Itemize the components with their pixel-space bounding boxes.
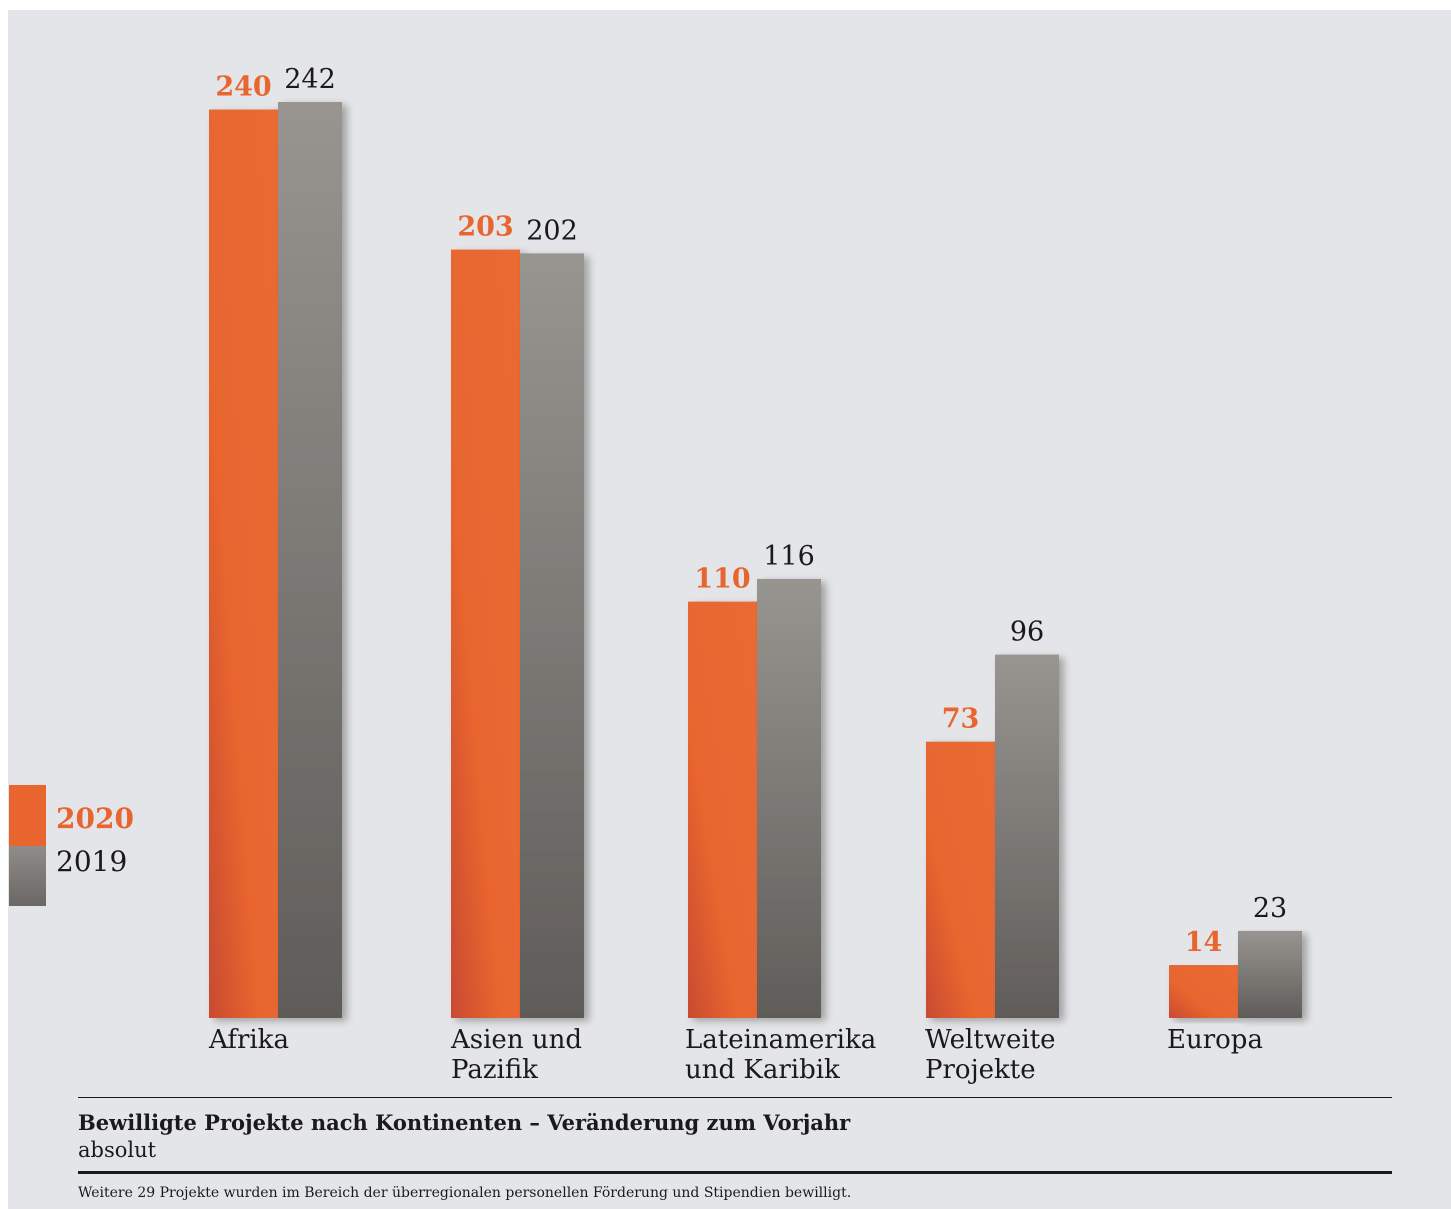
bar-2019-3 xyxy=(995,654,1059,1018)
caption-top-rule xyxy=(78,1097,1392,1098)
category-label-weltweite-projekte: Weltweite Projekte xyxy=(925,1025,1056,1085)
bar-2020-0 xyxy=(209,109,278,1018)
data-label-2020-3: 73 xyxy=(942,704,980,735)
bar-2019-0 xyxy=(278,102,342,1018)
category-label-afrika: Afrika xyxy=(209,1025,289,1055)
chart-title: Bewilligte Projekte nach Kontinenten – V… xyxy=(78,1110,851,1135)
category-label-asien-pazifik: Asien und Pazifik xyxy=(451,1025,582,1085)
legend-swatch-2019 xyxy=(9,846,46,906)
legend-swatch-2020 xyxy=(9,785,46,846)
data-label-2020-4: 14 xyxy=(1185,927,1223,958)
footnote: Weitere 29 Projekte wurden im Bereich de… xyxy=(78,1185,852,1201)
data-label-2020-0: 240 xyxy=(215,72,271,103)
data-label-2019-0: 242 xyxy=(284,64,336,95)
data-label-2019-1: 202 xyxy=(526,215,578,246)
data-label-2019-2: 116 xyxy=(763,541,815,572)
bar-2019-1 xyxy=(520,253,584,1018)
bar-2020-2 xyxy=(688,601,757,1018)
data-label-2019-3: 96 xyxy=(1010,617,1044,648)
category-label-lateinamerika-karibik: Lateinamerika und Karibik xyxy=(685,1025,877,1085)
chart-subtitle: absolut xyxy=(78,1138,157,1162)
bar-2020-3 xyxy=(926,741,995,1018)
data-label-2019-4: 23 xyxy=(1253,893,1287,924)
data-label-2020-1: 203 xyxy=(457,212,513,243)
legend-label-2019: 2019 xyxy=(56,845,128,878)
bar-2019-4 xyxy=(1238,930,1302,1018)
bar-2020-4 xyxy=(1169,965,1238,1018)
data-label-2020-2: 110 xyxy=(694,564,750,595)
legend-label-2020: 2020 xyxy=(56,802,134,835)
bar-2020-1 xyxy=(451,249,520,1019)
category-label-europa: Europa xyxy=(1167,1025,1263,1055)
bar-2019-2 xyxy=(757,578,821,1018)
caption-bottom-rule xyxy=(78,1171,1392,1174)
